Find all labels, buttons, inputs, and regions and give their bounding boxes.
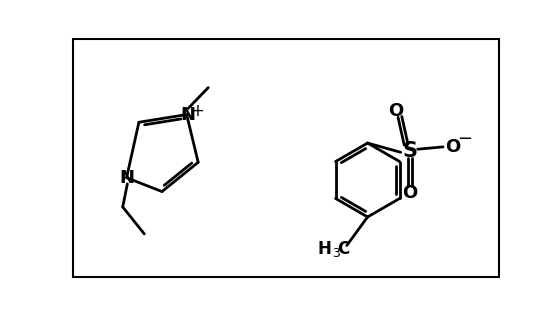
Text: O: O — [445, 138, 460, 156]
Text: −: − — [457, 130, 472, 148]
Text: S: S — [402, 141, 417, 161]
Text: 3: 3 — [332, 247, 340, 260]
Text: O: O — [388, 102, 403, 120]
Text: H: H — [318, 240, 331, 258]
Text: +: + — [190, 102, 204, 120]
Text: N: N — [180, 105, 195, 124]
Text: O: O — [402, 184, 417, 202]
Text: C: C — [338, 240, 350, 258]
Text: N: N — [120, 169, 135, 187]
